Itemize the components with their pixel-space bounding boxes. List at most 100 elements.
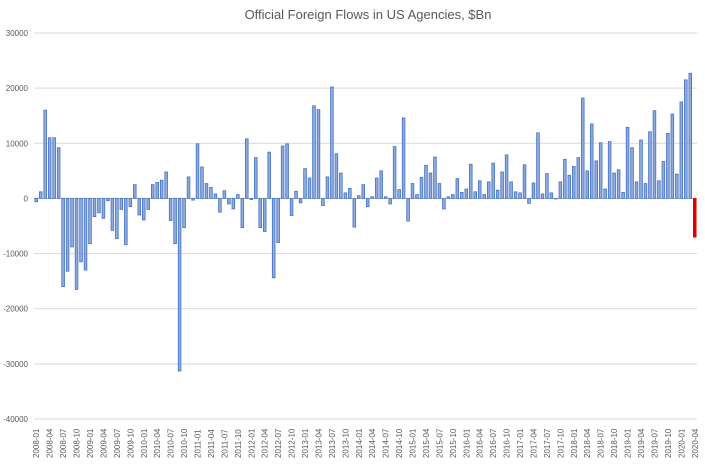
x-tick-label: 2012-04: [261, 428, 270, 458]
bar: [168, 198, 173, 221]
x-tick-label: 2010-01: [140, 428, 149, 458]
bar: [652, 110, 657, 199]
bar: [433, 156, 437, 199]
bar: [38, 191, 43, 199]
bar: [491, 162, 495, 199]
bar: [115, 198, 119, 240]
bar: [625, 126, 630, 199]
x-tick-label: 2018-10: [610, 428, 619, 458]
x-tick-label: 2014-01: [355, 428, 364, 458]
bar: [209, 186, 213, 199]
bar: [643, 183, 648, 199]
bar: [585, 170, 589, 199]
x-tick-label: 2009-04: [99, 428, 108, 458]
bar: [549, 192, 554, 199]
x-tick-label: 2013-04: [314, 428, 323, 458]
bar: [65, 198, 70, 272]
y-tick-label: 0: [24, 194, 29, 203]
x-tick-label: 2015-07: [435, 428, 444, 458]
x-tick-label: 2010-04: [153, 428, 162, 458]
x-tick-label: 2009-07: [113, 428, 122, 458]
bar: [442, 198, 446, 210]
y-tick-label: 20000: [6, 84, 29, 93]
x-tick-label: 2008-01: [32, 428, 41, 458]
bar: [222, 190, 227, 199]
bar: [249, 198, 254, 200]
bar: [262, 198, 267, 232]
x-tick-label: 2010-10: [180, 428, 189, 458]
bar: [670, 113, 675, 199]
bar: [52, 137, 56, 199]
bar: [343, 192, 348, 199]
bar: [357, 195, 361, 199]
bar: [280, 145, 285, 199]
bar: [227, 198, 231, 205]
x-tick-label: 2016-07: [489, 428, 498, 458]
x-tick-label: 2013-01: [301, 428, 310, 458]
bar: [401, 117, 406, 199]
bar: [518, 192, 522, 199]
x-tick-label: 2018-07: [597, 428, 606, 458]
x-tick-label: 2017-04: [529, 428, 538, 458]
bar: [79, 198, 83, 263]
bar: [513, 191, 518, 199]
bar: [464, 188, 469, 199]
bar: [594, 160, 598, 199]
bar: [406, 198, 410, 222]
bar: [267, 151, 271, 199]
x-tick-label: 2019-01: [624, 428, 633, 458]
bar: [303, 168, 307, 199]
x-tick-label: 2011-10: [234, 429, 243, 458]
bar: [684, 79, 688, 199]
bar: [56, 147, 61, 199]
bar: [348, 188, 352, 199]
bar: [133, 184, 137, 199]
x-tick-label: 2009-01: [86, 428, 95, 458]
bar: [254, 157, 258, 199]
bar: [316, 109, 321, 199]
bar: [500, 171, 504, 199]
bar: [666, 132, 670, 199]
bar: [289, 198, 294, 216]
y-tick-label: -20000: [3, 305, 28, 314]
y-tick-label: 30000: [6, 29, 29, 38]
bar: [661, 161, 666, 199]
x-tick-label: 2019-04: [637, 428, 646, 458]
bar: [688, 72, 693, 199]
bar: [182, 198, 186, 229]
x-tick-label: 2020-04: [691, 428, 700, 458]
x-tick-label: 2011-07: [220, 429, 229, 458]
bar: [240, 198, 245, 229]
x-tick-label: 2014-10: [395, 428, 404, 458]
x-tick-label: 2014-04: [368, 428, 377, 458]
bar: [451, 194, 455, 199]
bar: [410, 183, 415, 199]
x-tick-label: 2011-04: [207, 429, 216, 458]
bar: [460, 191, 464, 199]
bar: [545, 173, 549, 199]
bar: [639, 139, 643, 199]
bar: [88, 198, 92, 245]
bar: [195, 143, 200, 199]
y-tick-label: 10000: [6, 139, 29, 148]
bar: [657, 180, 661, 199]
bar: [159, 179, 164, 199]
bar: [276, 198, 280, 243]
bar: [330, 86, 334, 199]
bar: [298, 198, 303, 204]
bar: [258, 198, 262, 229]
x-tick-label: 2017-01: [516, 428, 525, 458]
bar: [155, 182, 159, 199]
x-tick-label: 2008-10: [73, 428, 82, 458]
x-tick-label: 2019-07: [650, 428, 659, 458]
bar: [554, 198, 558, 200]
x-tick-label: 2010-07: [167, 428, 176, 458]
bar: [374, 177, 379, 199]
bar: [477, 180, 482, 199]
y-tick-label: -10000: [3, 250, 28, 259]
bar: [522, 164, 527, 199]
x-tick-label: 2017-10: [556, 428, 565, 458]
bar: [204, 183, 209, 199]
chart-title: Official Foreign Flows in US Agencies, $…: [245, 7, 492, 22]
bar: [334, 153, 339, 199]
